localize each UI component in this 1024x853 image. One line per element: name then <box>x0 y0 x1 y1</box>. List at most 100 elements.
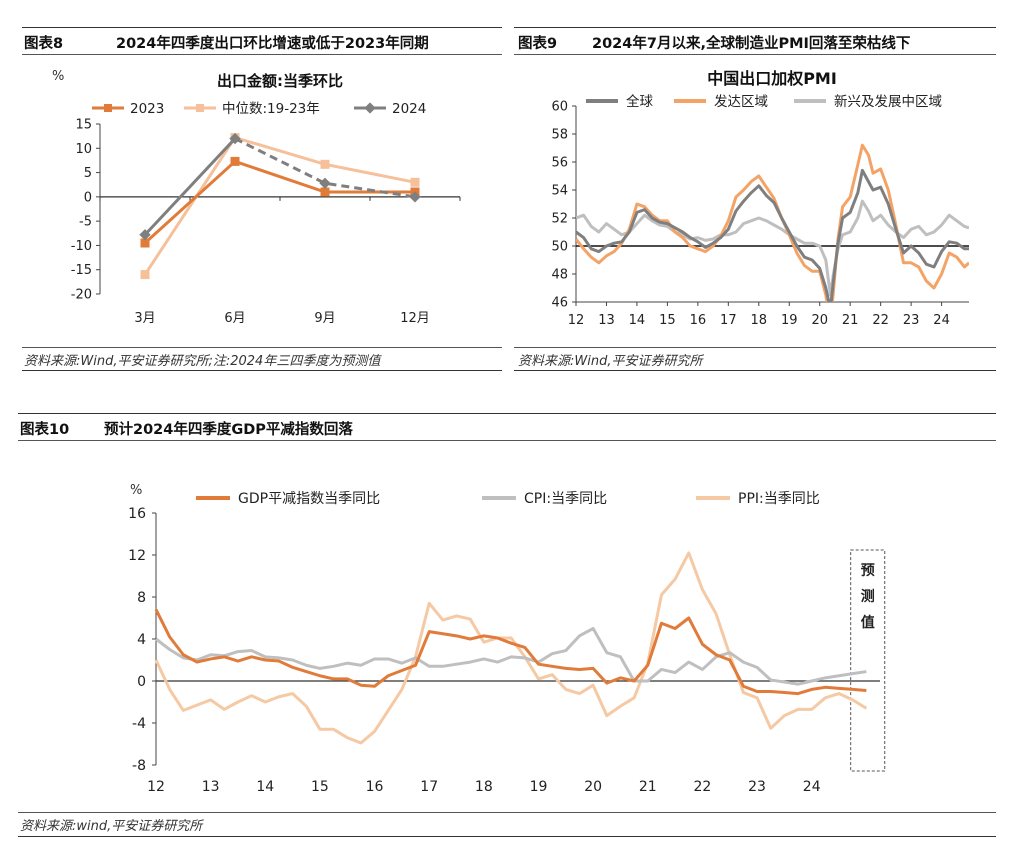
chart9-xtick-label: 19 <box>781 313 798 328</box>
chart9-xtick-label: 18 <box>751 313 768 328</box>
chart8-legend-label-2: 2024 <box>392 101 426 117</box>
chart10-xtick-label: 14 <box>256 779 274 795</box>
chart9-ytick-label: 50 <box>551 240 568 255</box>
chart9-series-line-2 <box>576 199 969 297</box>
panel9-bottom-rule <box>514 370 996 371</box>
panel9-source: 资料来源:Wind,平安证券研究所 <box>518 354 703 369</box>
chart8-legend-marker-2 <box>364 102 376 114</box>
chart8-series-2-point <box>319 177 331 189</box>
chart8-ylabel: % <box>52 69 64 84</box>
chart9-ytick-label: 46 <box>551 296 568 311</box>
chart10-xtick-label: 22 <box>694 779 712 795</box>
chart8-series-1-point <box>320 159 330 169</box>
chart9-series-line-1 <box>576 143 969 302</box>
chart10-xtick-label: 13 <box>202 779 220 795</box>
panel8-bottom-rule <box>22 370 502 371</box>
chart8-series-0-point <box>230 156 240 166</box>
chart10-forecast-box <box>850 549 886 772</box>
chart10-ytick-label: -4 <box>132 716 146 732</box>
chart8-ytick-label: -5 <box>79 215 92 230</box>
panel10-source: 资料来源:wind,平安证券研究所 <box>20 819 203 834</box>
chart8-series-2-line-solid <box>143 137 237 236</box>
chart8-series-0-line <box>143 159 415 245</box>
panel8-source-rule <box>22 347 502 348</box>
chart9-xtick-label: 20 <box>811 313 828 328</box>
panel10-bottom-rule <box>18 836 996 837</box>
chart8-legend-marker-1 <box>196 104 204 112</box>
chart10-forecast-label-char: 值 <box>861 614 875 631</box>
chart8-ytick-label: 5 <box>84 166 92 181</box>
chart10-xtick-label: 18 <box>475 779 493 795</box>
chart8-series-1-line <box>143 135 416 276</box>
chart10-forecast-label-char: 预 <box>861 563 875 579</box>
chart9-ytick-label: 54 <box>551 184 568 199</box>
chart9-ytick-label: 56 <box>551 156 568 171</box>
panel9-id: 图表9 <box>518 36 558 52</box>
chart10-ytick-label: 4 <box>137 632 146 648</box>
chart10-xtick-label: 19 <box>530 779 548 795</box>
chart9-xtick-label: 15 <box>659 313 676 328</box>
chart8-ytick-label: 15 <box>75 118 92 133</box>
panel8-top-rule <box>22 27 502 28</box>
chart9-xtick-label: 17 <box>720 313 737 328</box>
chart8-ytick-label: -10 <box>71 239 92 254</box>
chart9-xtick-label: 14 <box>629 313 646 328</box>
chart8-xtick-label: 9月 <box>314 311 335 326</box>
chart8-legend-label-0: 2023 <box>130 101 164 117</box>
chart-gdp-deflator: %GDP平减指数当季同比 CPI:当季同比 PPI:当季同比1612840-4-81… <box>128 483 886 795</box>
panel8-source: 资料来源:Wind,平安证券研究所;注:2024年三四季度为预测值 <box>24 354 381 369</box>
chart10-series-line-2 <box>154 551 868 745</box>
chart9-legend-label-0: 全球 <box>626 93 654 110</box>
chart10-series-line-0 <box>154 608 867 696</box>
chart10-legend-label-0: GDP平减指数当季同比 <box>238 491 380 507</box>
chart9-ytick-label: 52 <box>551 212 568 227</box>
chart8-ytick-label: -15 <box>71 263 92 278</box>
panel9-title-rule <box>514 54 996 55</box>
chart9-xtick-label: 22 <box>872 313 889 328</box>
chart-export-weighted-pmi: 中国出口加权PMI 全球 发达区域 新兴及发展中区域 60 58 56 54 52 50 48 46 1… <box>551 69 969 328</box>
chart9-series-line-0 <box>576 168 969 302</box>
chart8-ytick-label: 0 <box>84 190 92 205</box>
panel10-top-rule <box>18 413 996 414</box>
panel8-id: 图表8 <box>24 36 64 52</box>
panel10-title-rule <box>18 440 996 441</box>
chart9-title: 中国出口加权PMI <box>707 69 837 88</box>
chart8-ytick-label: 10 <box>75 142 92 157</box>
chart9-ytick-label: 60 <box>551 100 568 115</box>
panel9-source-rule <box>514 347 996 348</box>
chart9-ytick-label: 48 <box>551 268 568 283</box>
chart10-forecast-label-char: 测 <box>861 588 875 605</box>
chart8-series-0-point <box>320 187 330 197</box>
chart10-ylabel: % <box>130 483 142 498</box>
chart8-series-1-point <box>140 270 150 280</box>
panel8-title-rule <box>22 54 502 55</box>
chart10-legend-label-1: CPI:当季同比 <box>524 491 607 507</box>
chart9-legend-label-1: 发达区域 <box>714 94 768 110</box>
chart8-xtick-label: 3月 <box>134 311 155 326</box>
chart8-series-1-point <box>410 177 420 187</box>
chart10-xtick-label: 17 <box>420 779 438 795</box>
chart8-series-0-point <box>140 238 150 248</box>
chart9-xtick-label: 23 <box>903 313 920 328</box>
chart9-xtick-label: 21 <box>842 313 859 328</box>
chart9-legend-label-2: 新兴及发展中区域 <box>834 94 942 110</box>
panel8-title: 2024年四季度出口环比增速或低于2023年同期 <box>116 36 429 52</box>
chart8-legend-marker-0 <box>104 104 112 112</box>
chart10-xtick-label: 15 <box>311 779 329 795</box>
chart10-ytick-label: 0 <box>137 674 146 690</box>
chart10-xtick-label: 23 <box>748 779 766 795</box>
chart10-ytick-label: -8 <box>132 758 146 774</box>
chart9-ytick-label: 58 <box>551 128 568 143</box>
panel10-id: 图表10 <box>20 422 70 438</box>
chart8-legend-label-1: 中位数:19-23年 <box>222 101 320 117</box>
chart10-series-line-1 <box>155 627 867 686</box>
panel10-title: 预计2024年四季度GDP平减指数回落 <box>104 422 353 438</box>
panel9-top-rule <box>514 27 996 28</box>
chart10-xtick-label: 20 <box>584 779 602 795</box>
chart8-series-2-line-dashed <box>234 137 416 199</box>
chart10-xtick-label: 12 <box>147 779 165 795</box>
chart10-legend-label-2: PPI:当季同比 <box>738 491 820 507</box>
chart10-xtick-label: 21 <box>639 779 657 795</box>
chart9-xtick-label: 24 <box>933 313 950 328</box>
chart10-xtick-label: 24 <box>803 779 821 795</box>
